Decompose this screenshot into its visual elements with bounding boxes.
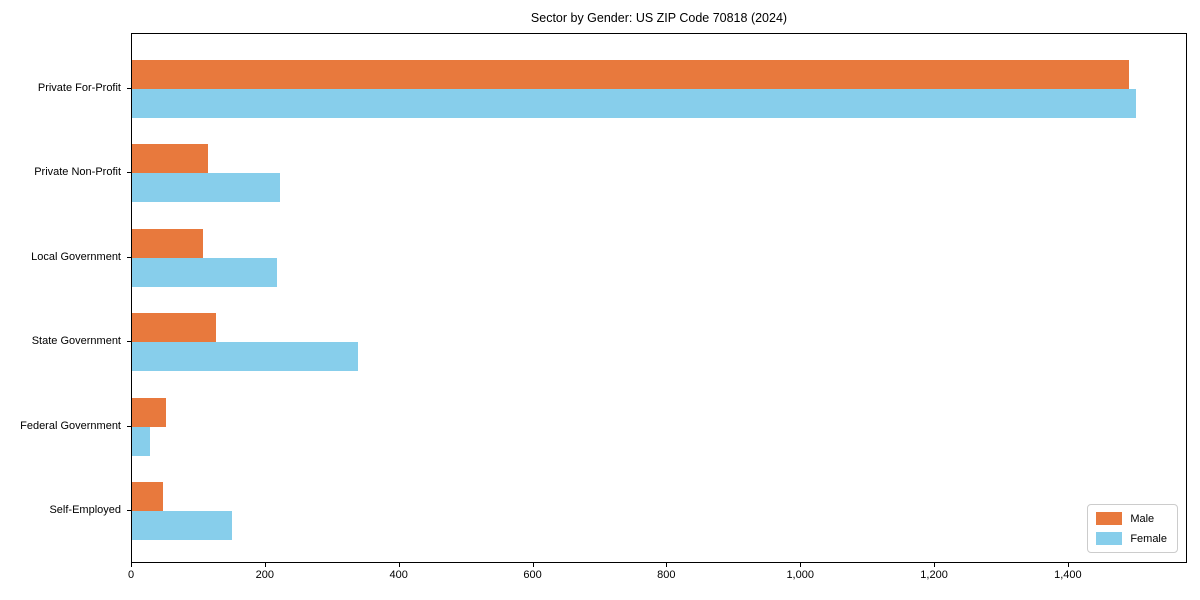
- plot-area: Male Female: [131, 33, 1187, 563]
- y-tick-mark-0: [127, 88, 131, 89]
- y-tick-label-5: Self-Employed: [49, 504, 121, 516]
- bar-female-2: [132, 257, 277, 287]
- legend-swatch-male: [1096, 512, 1123, 525]
- x-tick-mark-2: [398, 563, 400, 567]
- x-tick-label-5: 1,000: [786, 569, 814, 581]
- bar-female-1: [132, 173, 280, 203]
- y-tick-mark-5: [127, 510, 131, 511]
- y-tick-mark-1: [127, 172, 131, 174]
- x-tick-mark-0: [131, 563, 132, 567]
- bar-female-4: [132, 426, 151, 456]
- y-tick-mark-3: [127, 341, 131, 343]
- bar-male-0: [132, 60, 1130, 89]
- x-tick-mark-4: [666, 563, 668, 567]
- legend-item-female: Female: [1096, 532, 1167, 545]
- x-tick-mark-6: [934, 563, 936, 567]
- x-axis: 0 200 400 600 800 1,000 1,200 1,400: [127, 563, 1187, 593]
- y-tick-mark-4: [127, 425, 131, 427]
- y-axis: Private For-Profit Private Non-Profit Loca…: [0, 33, 131, 563]
- bar-female-3: [132, 342, 358, 372]
- legend-swatch-female: [1096, 532, 1123, 545]
- legend: Male Female: [1087, 504, 1178, 553]
- bar-male-3: [132, 313, 216, 343]
- y-tick-label-3: State Government: [31, 335, 121, 348]
- x-tick-mark-5: [800, 563, 802, 567]
- bar-male-4: [132, 397, 167, 427]
- chart-title: Sector by Gender: US ZIP Code 70818 (202…: [530, 11, 788, 25]
- y-tick-label-4: Federal Government: [20, 419, 121, 432]
- legend-label-male: Male: [1130, 512, 1155, 525]
- y-tick-label-1: Private Non-Profit: [34, 166, 121, 179]
- y-tick-label-2: Local Government: [31, 250, 121, 263]
- legend-label-female: Female: [1130, 532, 1167, 545]
- x-tick-label-4: 800: [657, 569, 676, 581]
- x-tick-mark-1: [264, 563, 266, 567]
- bar-male-1: [132, 144, 209, 174]
- y-tick-label-0: Private For-Profit: [37, 82, 121, 94]
- bar-female-0: [132, 89, 1136, 118]
- x-tick-mark-3: [532, 563, 534, 567]
- x-tick-label-2: 400: [389, 569, 408, 581]
- y-tick-mark-2: [127, 256, 131, 258]
- x-tick-label-0: 0: [127, 569, 135, 581]
- x-tick-label-3: 600: [523, 569, 542, 581]
- legend-item-male: Male: [1096, 512, 1167, 525]
- bar-male-5: [132, 482, 164, 511]
- x-tick-label-6: 1,200: [920, 569, 948, 581]
- x-tick-mark-7: [1067, 563, 1069, 567]
- bar-male-2: [132, 228, 203, 258]
- x-tick-label-7: 1,400: [1054, 569, 1082, 581]
- x-tick-label-1: 200: [255, 569, 275, 581]
- bar-female-5: [132, 511, 233, 540]
